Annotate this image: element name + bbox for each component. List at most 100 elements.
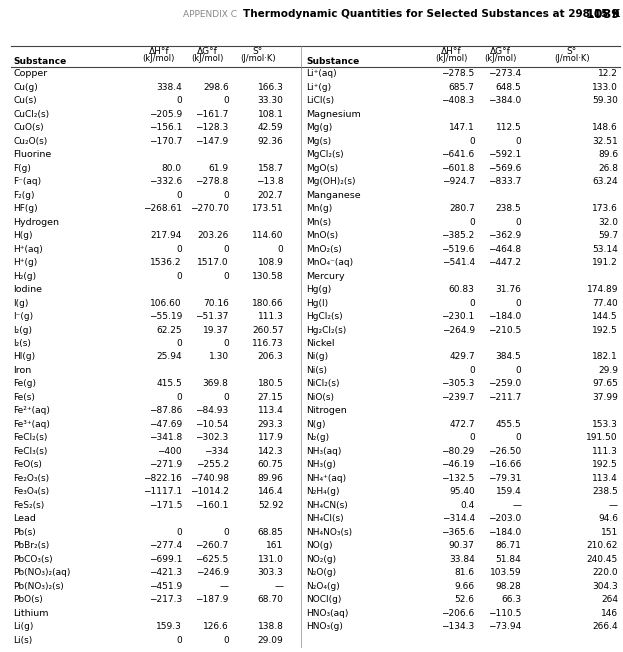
Text: N₂(g): N₂(g) <box>306 434 329 442</box>
Text: 108.9: 108.9 <box>257 258 283 267</box>
Text: −239.7: −239.7 <box>442 393 475 402</box>
Text: 33.84: 33.84 <box>449 555 475 564</box>
Text: −210.5: −210.5 <box>488 325 521 334</box>
Text: −205.9: −205.9 <box>149 110 182 119</box>
Text: 0: 0 <box>516 137 521 146</box>
Text: 0: 0 <box>176 636 182 645</box>
Text: 238.5: 238.5 <box>496 204 521 213</box>
Text: 81.6: 81.6 <box>455 568 475 577</box>
Text: −699.1: −699.1 <box>148 555 182 564</box>
Text: Mn(g): Mn(g) <box>306 204 332 213</box>
Text: −625.5: −625.5 <box>196 555 229 564</box>
Text: 0: 0 <box>176 272 182 280</box>
Text: −592.1: −592.1 <box>488 151 521 159</box>
Text: NH₃(g): NH₃(g) <box>306 460 336 469</box>
Text: 142.3: 142.3 <box>258 447 283 456</box>
Text: Fe(g): Fe(g) <box>13 379 36 389</box>
Text: Li(s): Li(s) <box>13 636 32 645</box>
Text: F(g): F(g) <box>13 164 31 173</box>
Text: 203.26: 203.26 <box>197 231 229 240</box>
Text: —: — <box>609 501 618 510</box>
Text: H(g): H(g) <box>13 231 32 240</box>
Text: H⁺(g): H⁺(g) <box>13 258 37 267</box>
Text: Mg(s): Mg(s) <box>306 137 331 146</box>
Text: −332.6: −332.6 <box>149 177 182 186</box>
Text: 117.9: 117.9 <box>257 434 283 442</box>
Text: NO(g): NO(g) <box>306 541 333 550</box>
Text: 59.30: 59.30 <box>592 96 618 106</box>
Text: 238.5: 238.5 <box>592 487 618 496</box>
Text: NH₃(aq): NH₃(aq) <box>306 447 341 456</box>
Text: −447.2: −447.2 <box>488 258 521 267</box>
Text: Ni(g): Ni(g) <box>306 353 328 361</box>
Text: 0: 0 <box>469 366 475 375</box>
Text: −305.3: −305.3 <box>441 379 475 389</box>
Text: (kJ/mol): (kJ/mol) <box>191 54 223 63</box>
Text: Fe₃O₄(s): Fe₃O₄(s) <box>13 487 49 496</box>
Text: (kJ/mol): (kJ/mol) <box>143 54 175 63</box>
Text: Iodine: Iodine <box>13 285 42 294</box>
Text: −740.98: −740.98 <box>189 474 229 482</box>
Text: Fe²⁺(aq): Fe²⁺(aq) <box>13 406 50 415</box>
Text: 29.9: 29.9 <box>598 366 618 375</box>
Text: −80.29: −80.29 <box>442 447 475 456</box>
Text: −73.94: −73.94 <box>488 622 521 631</box>
Text: 148.6: 148.6 <box>592 123 618 132</box>
Text: 31.76: 31.76 <box>495 285 521 294</box>
Text: 0: 0 <box>176 393 182 402</box>
Text: 32.51: 32.51 <box>592 137 618 146</box>
Text: Fe₂O₃(s): Fe₂O₃(s) <box>13 474 49 482</box>
Text: 0: 0 <box>176 527 182 537</box>
Text: APPENDIX C: APPENDIX C <box>183 10 237 19</box>
Text: −268.61: −268.61 <box>143 204 182 213</box>
Text: −171.5: −171.5 <box>148 501 182 510</box>
Text: 19.37: 19.37 <box>202 325 229 334</box>
Text: 338.4: 338.4 <box>156 83 182 92</box>
Text: (kJ/mol): (kJ/mol) <box>484 54 516 63</box>
Text: −385.2: −385.2 <box>442 231 475 240</box>
Text: Substance: Substance <box>13 57 66 67</box>
Text: Pb(NO₃)₂(s): Pb(NO₃)₂(s) <box>13 582 64 591</box>
Text: Nitrogen: Nitrogen <box>306 406 346 415</box>
Text: 9.66: 9.66 <box>455 582 475 591</box>
Text: 0: 0 <box>176 191 182 200</box>
Text: 210.62: 210.62 <box>587 541 618 550</box>
Text: 260.57: 260.57 <box>252 325 283 334</box>
Text: HNO₃(aq): HNO₃(aq) <box>306 608 348 617</box>
Text: −160.1: −160.1 <box>195 501 229 510</box>
Text: −400: −400 <box>157 447 182 456</box>
Text: −16.66: −16.66 <box>488 460 521 469</box>
Text: 0: 0 <box>223 636 229 645</box>
Text: −451.9: −451.9 <box>149 582 182 591</box>
Text: Hg(g): Hg(g) <box>306 285 331 294</box>
Text: −47.69: −47.69 <box>149 420 182 429</box>
Text: 86.71: 86.71 <box>495 541 521 550</box>
Text: HF(g): HF(g) <box>13 204 38 213</box>
Text: −87.86: −87.86 <box>148 406 182 415</box>
Text: —: — <box>220 582 229 591</box>
Text: 1536.2: 1536.2 <box>150 258 182 267</box>
Text: 0: 0 <box>516 434 521 442</box>
Text: Mg(g): Mg(g) <box>306 123 332 132</box>
Text: Pb(NO₃)₂(aq): Pb(NO₃)₂(aq) <box>13 568 70 577</box>
Text: 298.6: 298.6 <box>203 83 229 92</box>
Text: 97.65: 97.65 <box>592 379 618 389</box>
Text: −271.9: −271.9 <box>149 460 182 469</box>
Text: −1117.1: −1117.1 <box>143 487 182 496</box>
Text: 0: 0 <box>516 366 521 375</box>
Text: NH₄NO₃(s): NH₄NO₃(s) <box>306 527 352 537</box>
Text: −255.2: −255.2 <box>196 460 229 469</box>
Text: 0: 0 <box>516 218 521 227</box>
Text: 92.36: 92.36 <box>258 137 283 146</box>
Text: Li⁺(g): Li⁺(g) <box>306 83 331 92</box>
Text: Copper: Copper <box>13 70 47 78</box>
Text: MgO(s): MgO(s) <box>306 164 338 173</box>
Text: −314.4: −314.4 <box>442 514 475 524</box>
Text: 116.73: 116.73 <box>252 339 283 348</box>
Text: 166.3: 166.3 <box>257 83 283 92</box>
Text: I₂(s): I₂(s) <box>13 339 31 348</box>
Text: −302.3: −302.3 <box>196 434 229 442</box>
Text: 1517.0: 1517.0 <box>197 258 229 267</box>
Text: 77.40: 77.40 <box>592 299 618 308</box>
Text: PbBr₂(s): PbBr₂(s) <box>13 541 49 550</box>
